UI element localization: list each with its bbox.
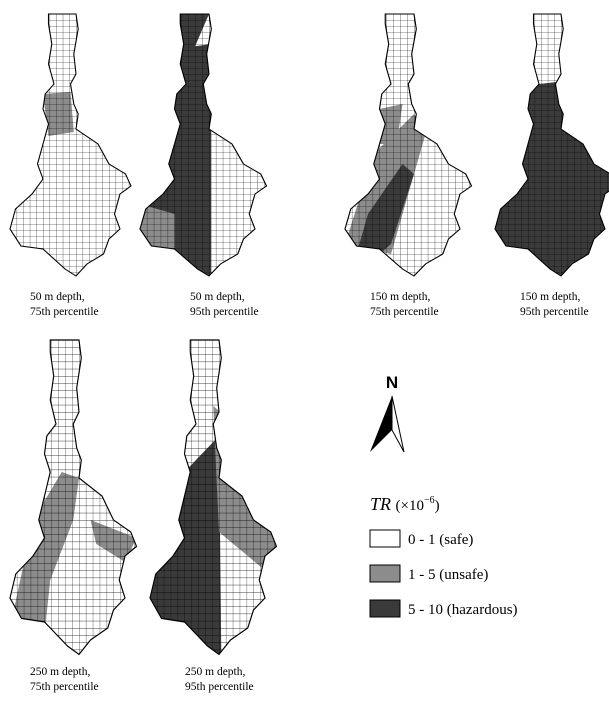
map-panel <box>10 14 142 284</box>
grid-cells <box>345 14 483 284</box>
legend-label: 0 - 1 (safe) <box>408 532 473 548</box>
panel-caption: 250 m depth, <box>185 666 245 678</box>
map-panel <box>345 14 483 284</box>
panel-caption: 50 m depth, <box>190 291 245 303</box>
north-label: N <box>386 373 398 392</box>
panel-caption: 75th percentile <box>30 681 99 693</box>
legend-swatch <box>370 565 400 582</box>
map-panel <box>140 14 278 284</box>
panel-caption: 150 m depth, <box>370 291 430 303</box>
arrow-right <box>392 396 404 452</box>
legend-symbol: TR <box>370 494 391 514</box>
panel-caption: 95th percentile <box>190 306 259 318</box>
figure: 50 m depth, 75th percentile 50 m depth, 95t… <box>0 0 609 703</box>
legend-unit: (×10 <box>396 498 424 514</box>
panel-caption: 150 m depth, <box>520 291 580 303</box>
legend-title: TR (×10−6) <box>370 494 440 514</box>
map-fill <box>140 14 278 284</box>
map-fill <box>345 14 483 284</box>
panel-caption: 75th percentile <box>370 306 439 318</box>
panel-caption: 75th percentile <box>30 306 99 318</box>
legend-swatch <box>370 600 400 617</box>
legend-label: 1 - 5 (unsafe) <box>408 567 488 583</box>
legend-label: 5 - 10 (hazardous) <box>408 602 518 618</box>
north-arrow: N <box>370 373 404 452</box>
panel-caption: 95th percentile <box>185 681 254 693</box>
grid-cells <box>10 340 148 664</box>
maps <box>10 14 609 664</box>
legend-items: 0 - 1 (safe) 1 - 5 (unsafe) 5 - 10 (hazard… <box>370 530 518 618</box>
legend: TR (×10−6) 0 - 1 (safe) 1 - 5 (unsafe) 5 -… <box>370 494 518 618</box>
map-fill <box>150 340 288 664</box>
grid-cells <box>140 14 278 284</box>
legend-unit-end: ) <box>435 498 440 514</box>
map-fill <box>10 340 148 664</box>
map-fill <box>10 14 142 284</box>
grid-cells <box>10 14 142 284</box>
captions: 50 m depth, 75th percentile 50 m depth, 95t… <box>30 291 589 693</box>
panel-caption: 50 m depth, <box>30 291 85 303</box>
legend-swatch <box>370 530 400 547</box>
map-panel <box>150 340 288 664</box>
map-panel <box>495 14 609 284</box>
panel-caption: 250 m depth, <box>30 666 90 678</box>
arrow-left <box>370 396 392 452</box>
panel-caption: 95th percentile <box>520 306 589 318</box>
grid-cells <box>150 340 288 664</box>
map-panel <box>10 340 148 664</box>
legend-exponent: −6 <box>424 495 435 506</box>
